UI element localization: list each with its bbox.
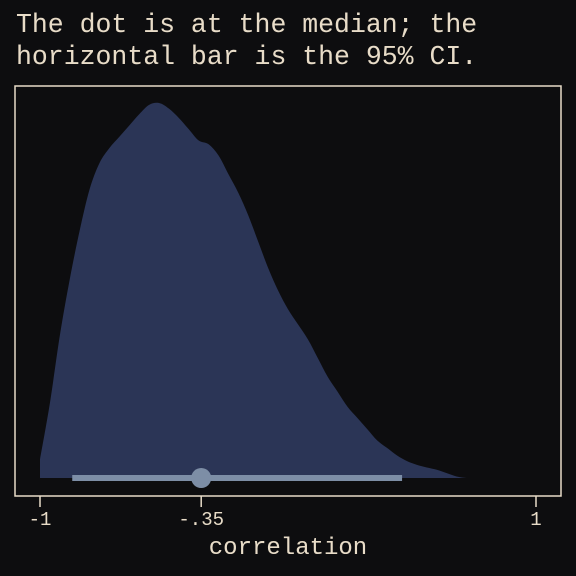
x-tick-label-2: 1 xyxy=(530,509,541,531)
x-axis-ticks: -1 -.35 1 xyxy=(29,496,542,531)
x-tick-label-0: -1 xyxy=(29,509,52,531)
x-axis-label: correlation xyxy=(209,535,367,562)
chart-title-line-2: horizontal bar is the 95% CI. xyxy=(16,42,477,72)
chart-title-line-1: The dot is at the median; the xyxy=(16,10,477,40)
plot-area xyxy=(40,102,517,488)
x-tick-label-1: -.35 xyxy=(178,509,224,531)
plot-frame xyxy=(14,85,562,497)
median-dot xyxy=(191,468,212,488)
density-area xyxy=(40,102,517,478)
